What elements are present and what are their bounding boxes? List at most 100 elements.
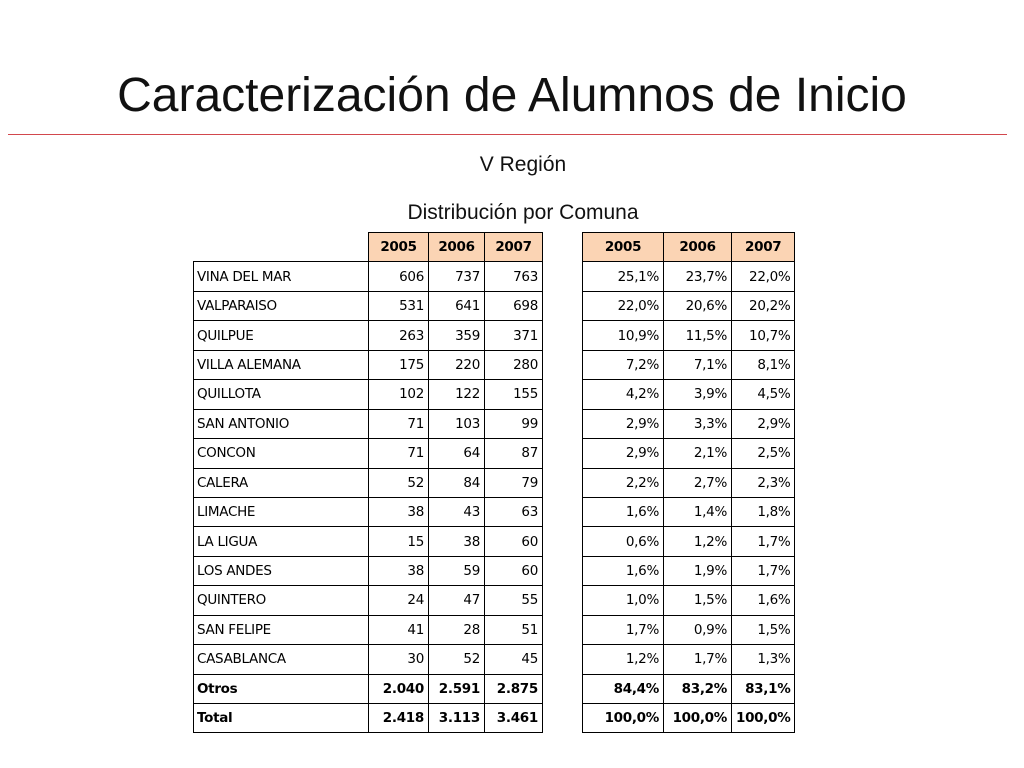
comuna-cell: SAN FELIPE [193, 614, 369, 646]
percent-cell: 1,7% [663, 644, 732, 675]
header-blank [194, 233, 369, 262]
percent-cell: 1,3% [730, 644, 796, 675]
percent-cell: 2,9% [582, 438, 664, 469]
table-row: Total 2.418 3.113 3.461 100,0% 100,0% 100,0% [193, 702, 796, 734]
table-row: LA LIGUA 15 38 60 0,6% 1,2% 1,7% [193, 526, 796, 557]
count-cell: 220 [428, 349, 485, 381]
header-row: 2005 2006 2007 2005 2006 2007 [194, 231, 796, 263]
count-cell: 103 [428, 408, 485, 440]
title-divider [8, 134, 1007, 135]
comuna-cell: QUILLOTA [193, 379, 369, 410]
table-row: QUINTERO 24 47 55 1,0% 1,5% 1,6% [193, 585, 796, 616]
percent-cell: 23,7% [663, 261, 732, 292]
count-cell: 59 [428, 555, 485, 587]
count-cell: 175 [368, 349, 429, 381]
percent-cell: 4,5% [730, 379, 796, 410]
comuna-cell: VALPARAISO [193, 290, 369, 322]
count-cell: 60 [484, 526, 543, 557]
percent-cell: 3,3% [663, 408, 732, 440]
count-cell: 2.875 [484, 673, 543, 705]
percent-cell: 0,9% [663, 614, 732, 646]
count-cell: 763 [484, 261, 543, 292]
percent-cell: 1,7% [582, 614, 664, 646]
column-gap [542, 350, 583, 380]
percent-cell: 2,2% [582, 467, 664, 498]
count-cell: 263 [368, 320, 429, 351]
table-row: SAN FELIPE 41 28 51 1,7% 0,9% 1,5% [193, 614, 796, 646]
count-cell: 2.040 [368, 673, 429, 705]
count-cell: 38 [368, 555, 429, 587]
table-row: QUILLOTA 102 122 155 4,2% 3,9% 4,5% [193, 379, 796, 410]
table-row: Otros 2.040 2.591 2.875 84,4% 83,2% 83,1% [193, 673, 796, 705]
count-cell: 531 [368, 290, 429, 322]
comuna-cell: CALERA [193, 467, 369, 498]
count-cell: 55 [484, 585, 543, 616]
comuna-cell: VINA DEL MAR [193, 261, 369, 292]
comuna-cell: QUILPUE [193, 320, 369, 351]
percent-cell: 83,2% [663, 673, 732, 705]
percent-cell: 100,0% [730, 702, 796, 734]
percent-cell: 7,1% [663, 349, 732, 381]
percent-cell: 7,2% [582, 349, 664, 381]
comuna-cell: Otros [193, 673, 369, 705]
column-gap [542, 526, 583, 557]
table-row: SAN ANTONIO 71 103 99 2,9% 3,3% 2,9% [193, 408, 796, 440]
count-cell: 38 [428, 526, 485, 557]
percent-cell: 2,9% [730, 408, 796, 440]
count-cell: 79 [484, 467, 543, 498]
percent-cell: 100,0% [663, 702, 732, 734]
count-cell: 99 [484, 408, 543, 440]
count-cell: 15 [368, 526, 429, 557]
table-row: CONCON 71 64 87 2,9% 2,1% 2,5% [193, 438, 796, 469]
table-row: LOS ANDES 38 59 60 1,6% 1,9% 1,7% [193, 555, 796, 587]
count-cell: 45 [484, 644, 543, 675]
column-gap [542, 497, 583, 527]
column-gap [542, 438, 583, 468]
count-cell: 71 [368, 438, 429, 469]
count-cell: 2.591 [428, 673, 485, 705]
percent-cell: 1,6% [582, 555, 664, 587]
percent-cell: 84,4% [582, 673, 664, 705]
percent-cell: 25,1% [582, 261, 664, 292]
percent-cell: 1,8% [730, 496, 796, 528]
column-gap [542, 320, 583, 351]
comuna-cell: CONCON [193, 438, 369, 469]
percent-cell: 4,2% [582, 379, 664, 410]
pct-header-2006: 2006 [663, 231, 732, 263]
comuna-cell: LOS ANDES [193, 555, 369, 587]
comuna-cell: LA LIGUA [193, 526, 369, 557]
count-cell: 30 [368, 644, 429, 675]
percent-cell: 2,7% [663, 467, 732, 498]
count-cell: 41 [368, 614, 429, 646]
percent-cell: 100,0% [582, 702, 664, 734]
column-gap [542, 261, 583, 292]
count-cell: 84 [428, 467, 485, 498]
comuna-distribution-table: 2005 2006 2007 2005 2006 2007 VINA DEL M… [193, 231, 796, 734]
count-cell: 47 [428, 585, 485, 616]
count-cell: 60 [484, 555, 543, 587]
count-cell: 155 [484, 379, 543, 410]
count-cell: 51 [484, 614, 543, 646]
count-cell: 359 [428, 320, 485, 351]
pct-header-2007: 2007 [730, 231, 796, 263]
count-cell: 24 [368, 585, 429, 616]
column-gap [542, 409, 583, 439]
table-row: VINA DEL MAR 606 737 763 25,1% 23,7% 22,0% [193, 261, 796, 292]
count-cell: 371 [484, 320, 543, 351]
percent-cell: 10,7% [730, 320, 796, 351]
count-cell: 63 [484, 496, 543, 528]
percent-cell: 22,0% [582, 290, 664, 322]
column-gap [542, 615, 583, 645]
percent-cell: 2,5% [730, 438, 796, 469]
column-gap [542, 291, 583, 321]
table-body: VINA DEL MAR 606 737 763 25,1% 23,7% 22,0% VALP… [193, 261, 796, 734]
count-cell: 641 [428, 290, 485, 322]
count-cell: 71 [368, 408, 429, 440]
percent-cell: 1,7% [730, 526, 796, 557]
percent-cell: 83,1% [730, 673, 796, 705]
count-cell: 2.418 [368, 702, 429, 734]
percent-cell: 1,4% [663, 496, 732, 528]
percent-cell: 1,9% [663, 555, 732, 587]
percent-cell: 20,6% [663, 290, 732, 322]
percent-cell: 8,1% [730, 349, 796, 381]
